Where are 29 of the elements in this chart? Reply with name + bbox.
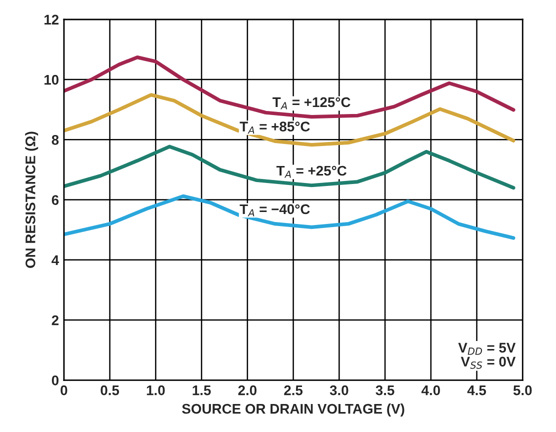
line-series	[64, 56, 516, 119]
x-tick-label: 3.0	[330, 385, 348, 396]
x-tick-label: 4.0	[421, 385, 440, 396]
line-series	[64, 144, 516, 190]
x-tick-label: 1.5	[192, 386, 211, 396]
annotation: T$_{A}$ = +125°C	[272, 97, 350, 110]
annotation: T$_{A}$ = +85°C	[240, 122, 310, 134]
y-tick-label: 12	[44, 14, 59, 24]
text: V$_{DD}$ = 5V V$_{SS}$ = 0V	[458, 342, 516, 369]
y-tick-label: 10	[44, 74, 59, 85]
y-tick-label: 6	[52, 195, 59, 205]
line-series	[64, 194, 516, 240]
annotation: T$_{A}$ = −40°C	[240, 204, 310, 216]
x-tick-label: 0	[60, 385, 68, 396]
x-tick-label: 2.0	[238, 385, 257, 396]
y-tick-label: 4	[52, 255, 60, 265]
line-series	[64, 93, 516, 147]
y-tick-label: 8	[52, 135, 59, 145]
x-tick-label: 1.0	[146, 385, 165, 396]
x-tick-label: 3.5	[376, 385, 394, 396]
y-axis-title: ON RESISTANCE (Ω)	[25, 132, 38, 268]
x-tick-label: 5.0	[513, 385, 532, 396]
x-tick-label: 4.5	[467, 386, 486, 396]
y-tick-label: 0	[52, 375, 59, 386]
y-tick-label: 2	[52, 315, 59, 326]
annotation: T$_{A}$ = +25°C	[276, 166, 347, 178]
x-axis-title: SOURCE OR DRAIN VOLTAGE (V)	[182, 404, 404, 416]
x-tick-label: 2.5	[284, 385, 303, 396]
x-tick-label: 0.5	[100, 385, 120, 396]
